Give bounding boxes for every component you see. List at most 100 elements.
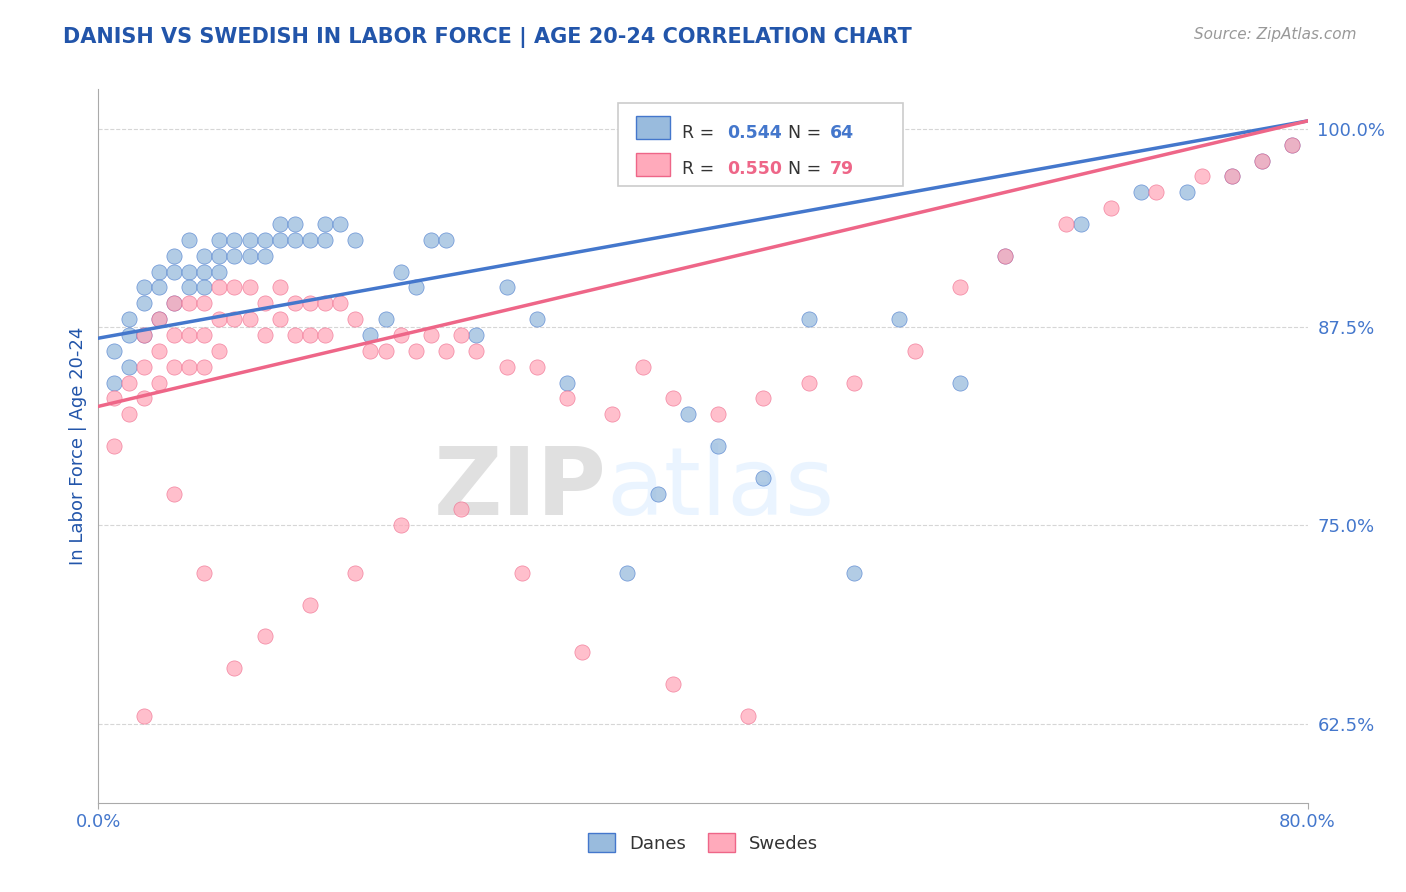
Point [253,328,276,343]
Point [299,598,322,612]
Point [661,392,683,406]
Point [450,502,472,516]
Point [329,296,352,310]
Point [314,296,336,310]
Point [949,280,972,294]
Point [118,312,141,326]
Point [344,312,367,326]
Point [661,677,683,691]
Point [1175,186,1198,200]
Point [148,312,170,326]
Point [420,328,443,343]
Point [797,376,820,390]
Point [602,407,624,421]
Point [253,233,276,247]
Point [526,312,548,326]
Point [208,264,231,278]
Point [224,280,246,294]
Point [163,359,186,374]
Point [434,233,457,247]
Point [132,296,155,310]
Point [239,312,262,326]
Point [284,328,307,343]
Point [103,439,125,453]
Point [253,296,276,310]
Point [148,312,170,326]
Point [193,566,215,580]
Text: 0.550: 0.550 [727,160,782,178]
Y-axis label: In Labor Force | Age 20-24: In Labor Force | Age 20-24 [69,326,87,566]
Text: 64: 64 [830,123,853,142]
Point [1251,153,1274,168]
Point [148,376,170,390]
Point [737,708,759,723]
Text: R =: R = [682,160,720,178]
Point [389,328,412,343]
Point [179,328,201,343]
Point [179,280,201,294]
Point [253,629,276,643]
Point [465,343,488,358]
Point [707,439,730,453]
Text: ZIP: ZIP [433,442,606,535]
Point [148,264,170,278]
Point [163,296,186,310]
Point [132,328,155,343]
Point [179,264,201,278]
Point [344,233,367,247]
Text: DANISH VS SWEDISH IN LABOR FORCE | AGE 20-24 CORRELATION CHART: DANISH VS SWEDISH IN LABOR FORCE | AGE 2… [63,27,912,48]
Point [994,249,1017,263]
Point [299,233,322,247]
Point [163,486,186,500]
Point [239,249,262,263]
Point [616,566,638,580]
Point [314,233,336,247]
Point [132,280,155,294]
Text: 79: 79 [830,160,853,178]
Point [360,343,382,358]
Point [1281,137,1303,152]
Point [208,312,231,326]
Text: Source: ZipAtlas.com: Source: ZipAtlas.com [1194,27,1357,42]
Point [132,392,155,406]
Point [239,233,262,247]
Point [752,471,775,485]
Point [269,233,291,247]
Point [193,328,215,343]
Point [269,280,291,294]
Point [555,392,578,406]
Point [118,407,141,421]
Point [224,233,246,247]
Point [132,708,155,723]
Point [163,249,186,263]
Point [284,233,307,247]
Point [284,217,307,231]
Point [797,312,820,326]
Point [526,359,548,374]
Point [224,661,246,675]
Point [299,296,322,310]
Point [103,392,125,406]
Point [193,264,215,278]
Point [389,264,412,278]
Point [752,392,775,406]
Point [844,566,866,580]
Legend: Danes, Swedes: Danes, Swedes [579,824,827,862]
Point [844,376,866,390]
Point [647,486,669,500]
Point [163,328,186,343]
Point [224,312,246,326]
Text: R =: R = [682,123,720,142]
Point [571,645,593,659]
Point [193,359,215,374]
Point [676,407,699,421]
Text: atlas: atlas [606,442,835,535]
Point [1281,137,1303,152]
Point [193,280,215,294]
Point [239,280,262,294]
Point [374,312,396,326]
Point [389,518,412,533]
Point [360,328,382,343]
Point [179,296,201,310]
Point [163,264,186,278]
